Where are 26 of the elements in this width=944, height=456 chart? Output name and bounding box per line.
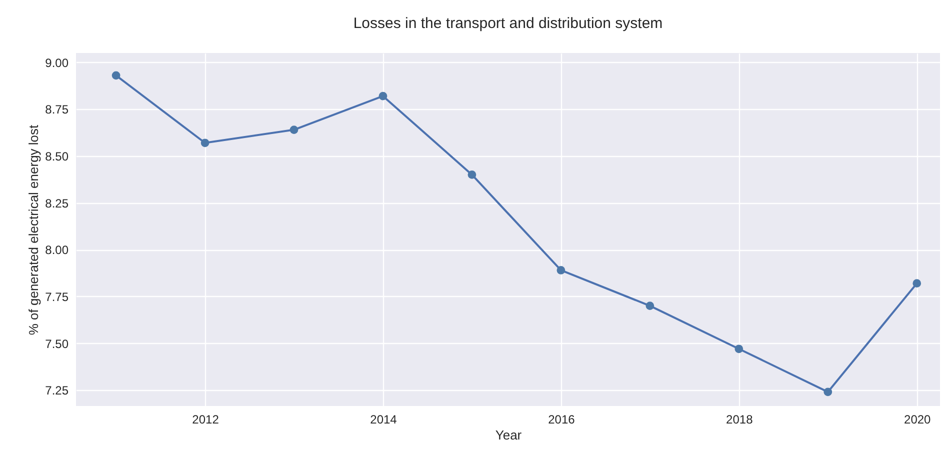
point (824, 388, 832, 396)
x-tick-label: 2016 (548, 412, 576, 426)
point (200, 138, 210, 148)
y-tick-label: 8.50 (45, 149, 69, 164)
point (734, 344, 744, 354)
point (556, 266, 566, 274)
point (378, 92, 388, 100)
point (912, 279, 922, 288)
point (112, 71, 120, 80)
y-axis-title: % of generated electrical energy lost (26, 124, 42, 336)
y-tick-label: 9.00 (45, 56, 69, 70)
point (290, 126, 298, 134)
y-tick-label: 7.75 (45, 290, 69, 304)
point (468, 170, 476, 179)
x-tick-label: 2012 (192, 412, 220, 426)
x-tick-label: 2018 (726, 412, 754, 426)
point (646, 302, 654, 310)
x-tick-label: 2020 (904, 412, 932, 426)
y-tick-label: 8.75 (45, 102, 69, 117)
y-tick-label: 8.25 (45, 196, 69, 210)
y-tick-label: 8.00 (45, 243, 69, 258)
x-tick-label: 2014 (370, 412, 398, 426)
chart-title: Losses in the transport and distribution system (353, 15, 663, 32)
x-axis-title: Year (495, 428, 522, 442)
y-tick-label: 7.50 (45, 336, 69, 351)
y-tick-label: 7.25 (45, 384, 69, 398)
